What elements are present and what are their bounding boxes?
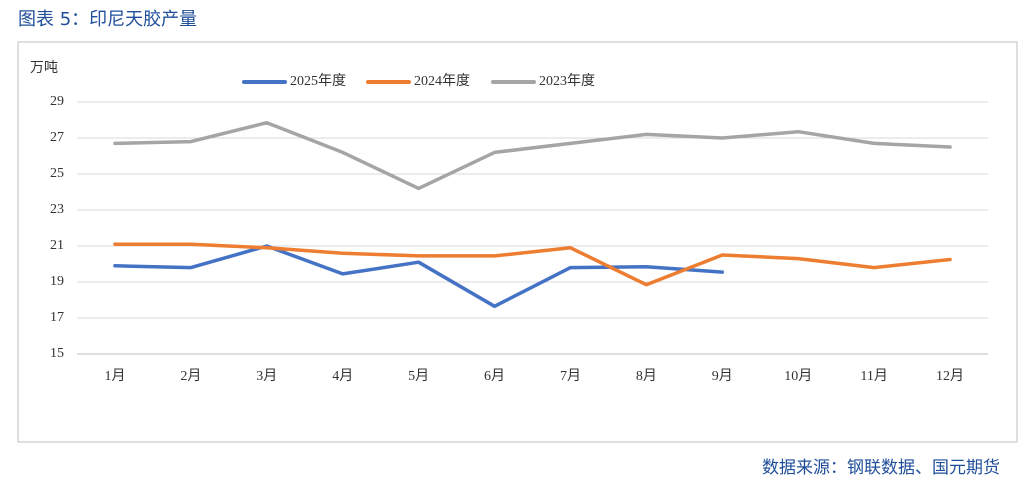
x-tick-label: 1月 [104,368,125,384]
x-tick-label: 10月 [784,368,812,384]
series-line [113,120,952,191]
series-line [113,244,725,309]
x-tick-label: 5月 [408,368,429,384]
legend-label: 2025年度 [290,73,346,89]
series-line [113,242,952,287]
y-tick-label: 23 [50,202,64,217]
x-tick-label: 6月 [484,368,505,384]
y-axis-label: 万吨 [30,60,58,76]
legend-label: 2024年度 [414,73,470,89]
x-tick-label: 3月 [256,368,277,384]
y-tick-label: 21 [50,238,64,253]
chart-frame [17,41,1018,443]
x-tick-label: 12月 [936,368,964,384]
y-tick-label: 19 [50,274,64,289]
y-tick-label: 25 [50,166,64,181]
legend-label: 2023年度 [539,73,595,89]
x-tick-label: 11月 [860,368,887,384]
source-note: 数据来源：钢联数据、国元期货 [762,458,1000,478]
x-tick-label: 8月 [636,368,657,384]
x-tick-label: 4月 [332,368,353,384]
y-tick-label: 15 [50,346,64,361]
y-tick-label: 27 [50,130,64,145]
chart-title: 图表 5：印尼天胶产量 [18,9,197,30]
y-tick-label: 17 [50,310,64,325]
y-tick-label: 29 [50,94,64,109]
x-tick-label: 9月 [712,368,733,384]
x-tick-label: 7月 [560,368,581,384]
x-tick-label: 2月 [180,368,201,384]
